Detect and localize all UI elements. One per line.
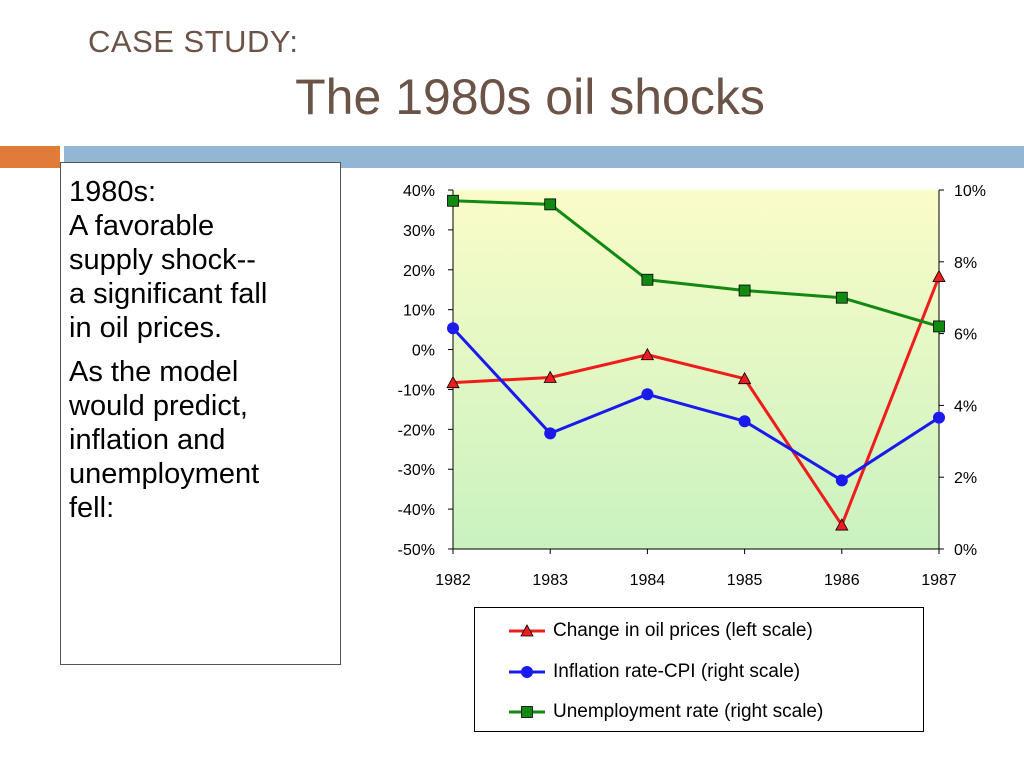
slide-title: The 1980s oil shocks [295,69,765,125]
series-unemployment-point [738,284,751,297]
x-tick-label: 1987 [921,572,957,589]
series-oil-point [446,375,460,389]
left-tick-label: 30% [403,223,435,240]
legend-label: Unemployment rate (right scale) [553,701,824,722]
legend-item-inflation: Inflation rate-CPI (right scale) [509,660,800,684]
left-tick-label: 20% [403,263,435,280]
plot-area [453,190,939,549]
series-oil-point [737,371,752,385]
series-unemployment-point [447,194,459,207]
legend-swatch [509,624,545,637]
series-inflation-point [933,411,945,424]
series-inflation-point [447,322,459,335]
series-unemployment-point [933,320,945,333]
left-tick-label: -50% [398,542,435,559]
right-tick-label: 0% [954,542,977,559]
series-inflation-line [453,326,939,482]
left-tick-label: -30% [398,462,435,479]
text-line: in oil prices. [69,312,223,344]
x-tick-label: 1985 [727,572,763,589]
series-inflation-point [835,474,848,487]
series-oil-point [835,518,849,531]
right-tick-label: 10% [954,183,986,200]
right-tick-label: 2% [954,470,977,487]
text-body: As the model would predict, inflation an… [69,355,332,525]
series-unemployment-point [544,198,557,211]
series-inflation-point [544,427,557,440]
right-tick-label: 8% [954,255,977,272]
legend-swatch-marker [521,666,533,678]
left-tick-label: 40% [403,183,435,200]
series-lines [453,199,939,527]
left-tick-label: 10% [403,303,435,320]
x-tick-label: 1983 [532,572,568,589]
series-inflation-point [738,415,751,428]
legend-label: Inflation rate-CPI (right scale) [553,661,801,682]
legend-swatch-marker [520,624,534,637]
series-oil-line [453,275,939,527]
text-line: 1980s: [69,176,157,208]
text-box: 1980s: A favorable supply shock-- a sign… [60,162,341,665]
series-inflation-point [641,388,654,401]
x-tick-label: 1982 [435,572,471,589]
series-unemployment-line [453,199,939,328]
text-heading: 1980s: A favorable supply shock-- a sign… [69,175,332,345]
legend-swatch [509,706,545,718]
text-line: inflation and [69,424,226,456]
legend-item-oil: Change in oil prices (left scale) [509,619,813,643]
x-tick-label: 1986 [824,572,860,589]
legend-label: Change in oil prices (left scale) [553,620,813,641]
left-tick-label: 0% [412,343,435,360]
right-tick-label: 6% [954,327,977,344]
series-oil-point [932,269,946,282]
text-line: As the model [69,356,239,388]
text-line: supply shock-- [69,244,256,276]
text-line: A favorable [69,210,215,242]
text-line: would predict, [69,390,248,422]
text-line: a significant fall [69,278,268,310]
series-oil-point [543,370,557,383]
text-line: fell: [69,492,115,524]
slide-subtitle: CASE STUDY: [88,24,299,59]
accent-bar-orange [0,146,60,168]
legend-swatch [509,666,545,678]
left-tick-label: -10% [398,382,435,399]
series-unemployment-point [835,291,848,304]
chart-legend: Change in oil prices (left scale) Inflati… [474,607,924,732]
text-line: unemployment [69,458,260,490]
series-unemployment-point [641,273,654,286]
left-tick-label: -40% [398,502,435,519]
legend-swatch-marker [521,706,533,718]
right-tick-label: 4% [954,398,977,415]
legend-item-unemployment: Unemployment rate (right scale) [509,700,823,724]
left-tick-label: -20% [398,422,435,439]
series-oil-point [640,347,655,361]
x-tick-label: 1984 [630,572,666,589]
